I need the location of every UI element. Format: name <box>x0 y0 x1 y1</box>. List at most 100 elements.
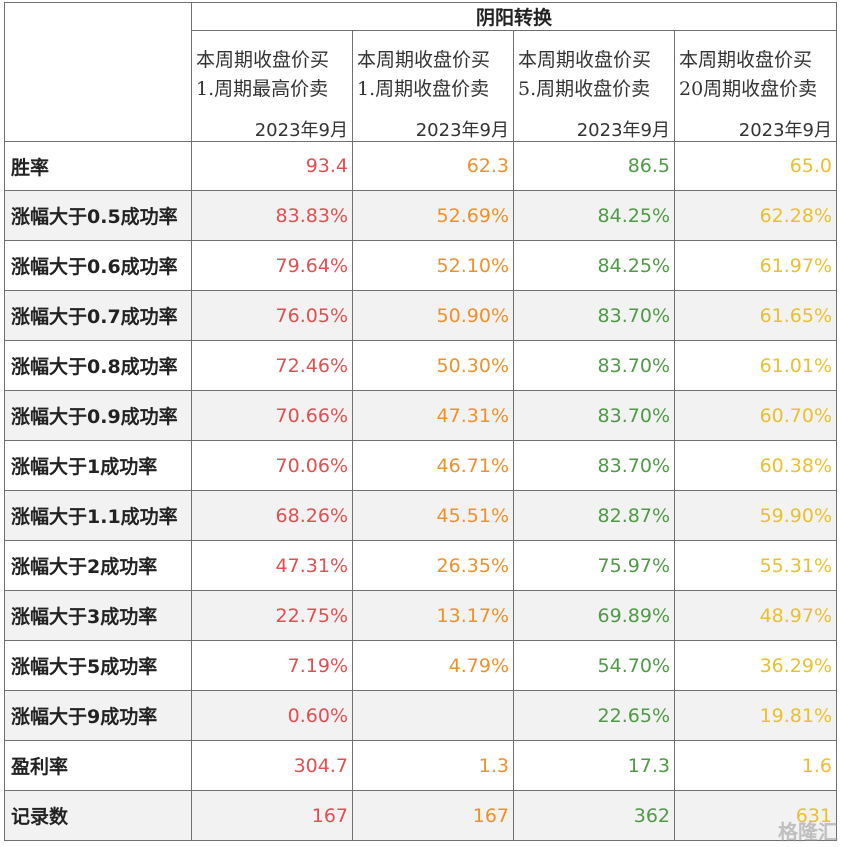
value-cell: 13.17% <box>352 590 514 641</box>
column-header: 本周期收盘价买 20周期收盘价卖 <box>673 30 838 119</box>
value-cell: 52.10% <box>352 240 514 291</box>
value-cell: 86.5 <box>513 141 675 191</box>
table-row: 涨幅大于2成功率 47.31% 26.35% 75.97% 55.31% <box>4 540 838 591</box>
value-cell: 54.70% <box>513 640 675 691</box>
row-label: 盈利率 <box>4 740 192 791</box>
column-date: 2023年9月 <box>513 119 675 142</box>
row-label: 涨幅大于0.9成功率 <box>4 390 192 441</box>
column-header-line2: 5.周期收盘价卖 <box>518 78 651 100</box>
value-cell: 55.31% <box>673 540 838 591</box>
value-cell: 68.26% <box>191 490 353 541</box>
column-header-line1: 本周期收盘价买 <box>196 49 330 71</box>
value-cell: 19.81% <box>673 690 838 741</box>
row-label: 记录数 <box>4 790 192 841</box>
value-cell: 61.01% <box>673 340 838 391</box>
value-cell: 83.83% <box>191 190 353 241</box>
value-cell: 1.6 <box>673 740 838 791</box>
value-cell: 36.29% <box>673 640 838 691</box>
table-row: 涨幅大于0.7成功率 76.05% 50.90% 83.70% 61.65% <box>4 290 838 341</box>
table-row: 记录数 167 167 362 631 <box>4 790 838 841</box>
value-cell: 82.87% <box>513 490 675 541</box>
value-cell: 65.0 <box>673 141 838 191</box>
value-cell: 26.35% <box>352 540 514 591</box>
table-row: 涨幅大于1.1成功率 68.26% 45.51% 82.87% 59.90% <box>4 490 838 541</box>
row-label: 涨幅大于5成功率 <box>4 640 192 691</box>
row-label: 涨幅大于0.8成功率 <box>4 340 192 391</box>
value-cell: 62.28% <box>673 190 838 241</box>
value-cell: 22.65% <box>513 690 675 741</box>
column-header-line1: 本周期收盘价买 <box>679 49 813 71</box>
value-cell: 52.69% <box>352 190 514 241</box>
value-cell: 84.25% <box>513 190 675 241</box>
value-cell: 631 <box>673 790 838 841</box>
table-row: 涨幅大于0.8成功率 72.46% 50.30% 83.70% 61.01% <box>4 340 838 391</box>
corner-cell <box>4 2 192 142</box>
value-cell: 93.4 <box>191 141 353 191</box>
value-cell: 61.65% <box>673 290 838 341</box>
value-cell: 75.97% <box>513 540 675 591</box>
row-label: 涨幅大于9成功率 <box>4 690 192 741</box>
value-cell: 17.3 <box>513 740 675 791</box>
column-date: 2023年9月 <box>352 119 514 142</box>
value-cell: 83.70% <box>513 340 675 391</box>
value-cell: 60.70% <box>673 390 838 441</box>
column-header: 本周期收盘价买 1.周期最高价卖 <box>191 30 353 119</box>
column-header-line1: 本周期收盘价买 <box>518 49 652 71</box>
value-cell: 59.90% <box>673 490 838 541</box>
column-date: 2023年9月 <box>673 119 838 142</box>
row-label: 胜率 <box>4 141 192 191</box>
value-cell: 83.70% <box>513 290 675 341</box>
value-cell: 84.25% <box>513 240 675 291</box>
table-row: 涨幅大于0.5成功率 83.83% 52.69% 84.25% 62.28% <box>4 190 838 241</box>
column-header-line2: 1.周期收盘价卖 <box>357 78 490 100</box>
row-label: 涨幅大于2成功率 <box>4 540 192 591</box>
value-cell: 45.51% <box>352 490 514 541</box>
value-cell: 47.31% <box>352 390 514 441</box>
value-cell: 60.38% <box>673 440 838 491</box>
column-header-line2: 1.周期最高价卖 <box>196 78 329 100</box>
value-cell: 362 <box>513 790 675 841</box>
value-cell: 50.30% <box>352 340 514 391</box>
value-cell: 22.75% <box>191 590 353 641</box>
stats-table: 阴阳转换 本周期收盘价买 1.周期最高价卖 本周期收盘价买 1.周期收盘价卖 本周期收盘… <box>4 2 838 841</box>
column-header-line1: 本周期收盘价买 <box>357 49 491 71</box>
table-row: 涨幅大于0.6成功率 79.64% 52.10% 84.25% 61.97% <box>4 240 838 291</box>
value-cell: 7.19% <box>191 640 353 691</box>
row-label: 涨幅大于0.5成功率 <box>4 190 192 241</box>
value-cell: 0.60% <box>191 690 353 741</box>
row-label: 涨幅大于1成功率 <box>4 440 192 491</box>
value-cell: 1.3 <box>352 740 514 791</box>
value-cell: 167 <box>191 790 353 841</box>
table-row: 涨幅大于9成功率 0.60% 22.65% 19.81% <box>4 690 838 741</box>
table-row: 涨幅大于5成功率 7.19% 4.79% 54.70% 36.29% <box>4 640 838 691</box>
table-row: 涨幅大于1成功率 70.06% 46.71% 83.70% 60.38% <box>4 440 838 491</box>
row-label: 涨幅大于1.1成功率 <box>4 490 192 541</box>
value-cell: 167 <box>352 790 514 841</box>
value-cell: 46.71% <box>352 440 514 491</box>
value-cell: 83.70% <box>513 390 675 441</box>
row-label: 涨幅大于0.7成功率 <box>4 290 192 341</box>
group-title: 阴阳转换 <box>190 2 838 31</box>
value-cell: 62.3 <box>352 141 514 191</box>
watermark: 格隆汇 <box>778 820 838 844</box>
value-cell: 4.79% <box>352 640 514 691</box>
value-cell <box>352 690 514 741</box>
column-date: 2023年9月 <box>191 119 353 142</box>
column-header-line2: 20周期收盘价卖 <box>679 78 818 100</box>
value-cell: 47.31% <box>191 540 353 591</box>
table-row: 盈利率 304.7 1.3 17.3 1.6 <box>4 740 838 791</box>
value-cell: 50.90% <box>352 290 514 341</box>
value-cell: 48.97% <box>673 590 838 641</box>
row-label: 涨幅大于0.6成功率 <box>4 240 192 291</box>
value-cell: 79.64% <box>191 240 353 291</box>
value-cell: 61.97% <box>673 240 838 291</box>
value-cell: 70.06% <box>191 440 353 491</box>
column-header: 本周期收盘价买 1.周期收盘价卖 <box>352 30 514 119</box>
table-row: 涨幅大于0.9成功率 70.66% 47.31% 83.70% 60.70% <box>4 390 838 441</box>
table-row: 胜率 93.4 62.3 86.5 65.0 <box>4 141 838 191</box>
value-cell: 304.7 <box>191 740 353 791</box>
value-cell: 72.46% <box>191 340 353 391</box>
row-label: 涨幅大于3成功率 <box>4 590 192 641</box>
value-cell: 70.66% <box>191 390 353 441</box>
column-header: 本周期收盘价买 5.周期收盘价卖 <box>513 30 675 119</box>
